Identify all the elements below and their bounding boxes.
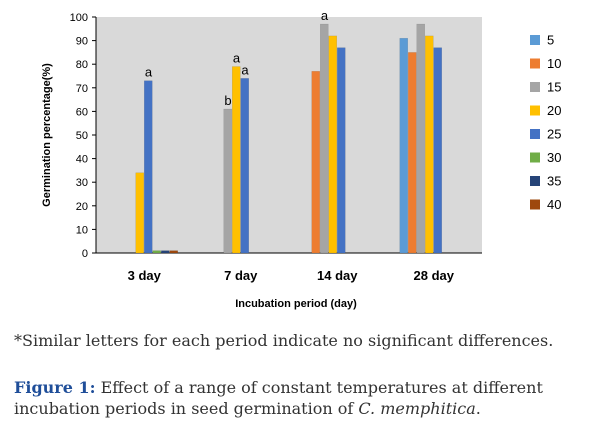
y-tick-label: 60 (76, 106, 88, 118)
y-tick-label: 20 (76, 201, 88, 213)
legend-swatch (530, 82, 540, 92)
legend-swatch (530, 129, 540, 139)
bar-20-28-day (425, 35, 434, 254)
legend-label: 30 (547, 150, 561, 165)
bar-35-3-day (161, 250, 170, 254)
bar-20-14-day (328, 35, 337, 254)
legend-swatch (530, 176, 540, 186)
germination-bar-chart: 0 10 20 30 40 50 60 70 80 90 100 3 day 7 day 14 day 28… (41, 8, 561, 310)
caption-text: Effect of a range of constant temperatur… (14, 378, 543, 418)
species-name: C. memphitica (358, 399, 476, 418)
legend-swatch (530, 58, 540, 69)
y-tick-label: 10 (76, 224, 88, 236)
y-tick-label: 100 (70, 12, 88, 24)
legend-label: 35 (547, 174, 561, 189)
y-tick-label: 70 (76, 83, 88, 95)
figure-caption: Figure 1: Effect of a range of constant … (14, 377, 594, 419)
x-category-label: 14 day (317, 268, 358, 283)
bar-15-14-day (320, 23, 329, 254)
significance-letter: b (224, 93, 231, 108)
bar-15-7-day (223, 108, 232, 254)
y-tick-label: 80 (76, 59, 88, 71)
legend-label: 10 (547, 56, 561, 71)
bar-25-7-day (240, 78, 249, 254)
bar-25-3-day (144, 80, 153, 254)
bar-10-14-day (311, 71, 320, 254)
x-category-label: 3 day (128, 268, 162, 283)
significance-letter: a (233, 51, 241, 66)
y-tick-label: 40 (76, 154, 88, 166)
significance-note: *Similar letters for each period indicat… (14, 331, 554, 350)
bar-25-14-day (337, 47, 346, 254)
legend-label: 5 (547, 33, 554, 48)
bar-5-28-day (399, 37, 408, 254)
axes: 0 10 20 30 40 50 60 70 80 90 100 3 day 7 day 14 day 28… (70, 12, 482, 283)
legend-swatch (530, 105, 540, 116)
significance-letter: a (241, 62, 249, 77)
bar-20-7-day (232, 66, 241, 254)
bar-15-28-day (416, 23, 425, 254)
figure-label: Figure 1: (14, 378, 96, 397)
significance-letter: a (145, 65, 153, 80)
bar-25-28-day (433, 47, 442, 254)
legend: 5 10 15 20 25 30 35 40 (530, 33, 561, 212)
x-axis-label: Incubation period (day) (235, 298, 357, 310)
x-category-label: 7 day (224, 268, 258, 283)
legend-label: 20 (547, 103, 561, 118)
y-tick-label: 90 (76, 36, 88, 48)
bar-10-28-day (408, 52, 417, 254)
bar-40-3-day (169, 250, 178, 254)
bar-30-3-day (152, 250, 161, 254)
y-tick-label: 50 (76, 130, 88, 142)
y-tick-label: 30 (76, 177, 88, 189)
legend-label: 40 (547, 197, 561, 212)
legend-swatch (530, 199, 540, 210)
y-tick-label: 0 (82, 248, 88, 260)
x-category-label: 28 day (414, 268, 455, 283)
legend-swatch (530, 35, 540, 45)
caption-end: . (475, 399, 481, 418)
legend-label: 15 (547, 80, 561, 95)
bar-20-3-day (135, 172, 144, 254)
significance-letter: a (321, 8, 329, 23)
y-axis-label: Germination percentage(%) (41, 63, 53, 207)
bars (135, 23, 442, 254)
legend-label: 25 (547, 127, 561, 142)
legend-swatch (530, 152, 540, 163)
